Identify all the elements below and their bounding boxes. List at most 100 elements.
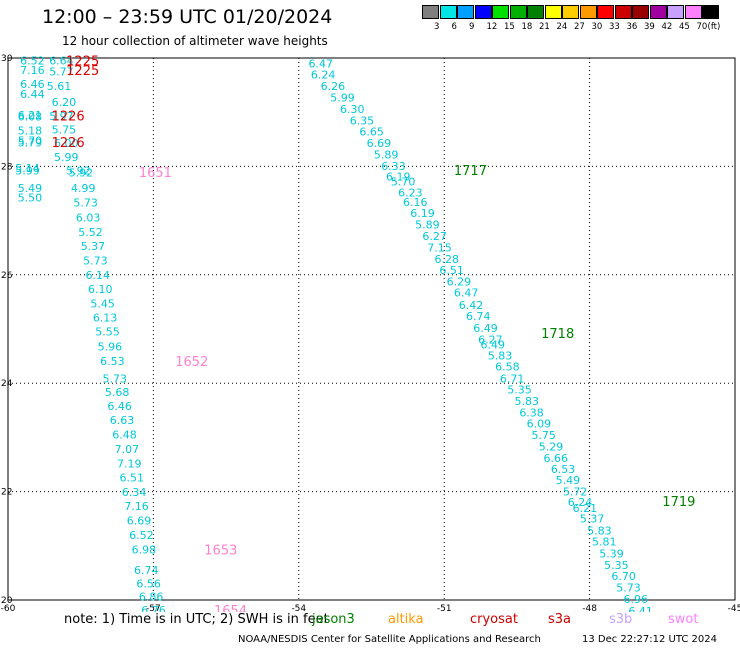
wave-height-value: 6.30 [340, 103, 365, 116]
wave-height-value: 7.15 [427, 242, 452, 255]
wave-height-value: 6.70 [611, 570, 636, 583]
wave-height-value: 6.24 [311, 68, 336, 81]
wave-height-value: 5.99 [54, 151, 79, 164]
page-title: 12:00 – 23:59 UTC 01/20/2024 [42, 6, 333, 28]
pass-time-label: 1718 [541, 327, 574, 342]
color-swatch [632, 5, 649, 19]
color-swatch [614, 5, 632, 19]
wave-height-value: 5.55 [95, 326, 120, 339]
color-scale-label: 6 [451, 22, 457, 32]
color-swatch [492, 5, 509, 19]
wave-height-value: 6.53 [100, 355, 125, 368]
wave-height-value: 5.49 [556, 474, 581, 487]
x-tick-label: -54 [291, 604, 306, 612]
wave-height-value: 5.77 [49, 66, 74, 79]
pass-time-label: 1717 [454, 164, 487, 179]
wave-height-value: 7.16 [20, 64, 45, 77]
color-swatch [509, 5, 527, 19]
wave-height-value: 5.49 [18, 182, 43, 195]
wave-height-value: 5.99 [15, 165, 40, 178]
color-scale-label: 18 [521, 22, 533, 32]
color-scale-label: 30 [591, 22, 603, 32]
color-swatch [544, 5, 562, 19]
color-scale-label: 24 [556, 22, 568, 32]
wave-height-value: 5.73 [73, 197, 98, 210]
wave-height-value: 6.26 [321, 80, 346, 93]
wave-height-value: 6.24 [568, 496, 593, 509]
wave-height-value: 6.16 [403, 196, 428, 209]
wave-height-value: 6.65 [359, 126, 384, 139]
wave-height-value: 6.74 [134, 564, 159, 577]
wave-height-value: 5.73 [616, 582, 641, 595]
wave-height-value: 7.16 [124, 500, 149, 513]
wave-height-value: 6.53 [551, 463, 576, 476]
footer-note: note: 1) Time is in UTC; 2) SWH is in fe… [64, 612, 329, 627]
wave-height-value: 6.71 [500, 372, 524, 385]
y-tick-label: 24 [1, 379, 13, 389]
color-scale-label: 42 [661, 22, 673, 32]
wave-height-value: 7.07 [115, 443, 140, 456]
color-swatch [562, 5, 579, 19]
color-scale-label: 12 [486, 22, 498, 32]
wave-height-value: 5.83 [488, 350, 513, 363]
wave-height-value: 6.35 [350, 114, 375, 127]
wave-height-value: 5.52 [78, 226, 103, 239]
wave-height-value: 5.68 [105, 386, 130, 399]
color-swatch [597, 5, 614, 19]
color-scale-label: 15 [504, 22, 515, 32]
wave-height-value: 6.51 [119, 472, 143, 485]
wave-height-value: 5.97 [49, 110, 74, 123]
color-swatch [527, 5, 544, 19]
color-scale-label: 36 [626, 22, 638, 32]
pass-time-label: 1226 [52, 136, 85, 151]
wave-height-value: 6.03 [76, 211, 101, 224]
pass-time-label: 1652 [175, 355, 208, 370]
generated-timestamp: 13 Dec 22:27:12 UTC 2024 [582, 634, 717, 645]
wave-height-value: 6.63 [110, 414, 135, 427]
wave-height-value: 5.73 [83, 255, 108, 268]
wave-height-value: 5.92 [69, 166, 94, 179]
wave-height-value: 6.86 [139, 591, 164, 604]
pass-time-label: 1651 [139, 166, 172, 181]
wave-height-value: 5.45 [90, 298, 115, 311]
wave-height-value: 6.23 [398, 186, 423, 199]
satellite-name: swot [668, 612, 699, 627]
wave-height-value: 6.74 [466, 310, 491, 323]
plot-frame [7, 57, 736, 601]
satellite-name: jason3 [312, 612, 355, 627]
credit-line: NOAA/NESDIS Center for Satellite Applica… [238, 634, 541, 645]
wave-height-value: 6.69 [367, 137, 392, 150]
wave-height-value: 6.20 [52, 96, 76, 109]
wave-height-value: 6.52 [20, 55, 45, 68]
wave-height-value: 5.18 [18, 125, 43, 138]
pass-time-label: 1225 [66, 64, 99, 79]
y-tick-label: 22 [1, 488, 12, 498]
wave-height-value: 6.66 [544, 452, 569, 465]
wave-height-value: 6.38 [519, 406, 544, 419]
wave-height-value: 6.33 [381, 160, 406, 173]
pass-time-label: 1226 [52, 109, 85, 124]
wave-height-value: 6.69 [127, 514, 152, 527]
wave-height-value: 6.48 [112, 429, 137, 442]
wave-height-value: 5.14 [15, 162, 40, 175]
color-scale-label: 39 [644, 22, 655, 32]
color-swatch [422, 5, 439, 19]
wave-height-value: 5.35 [507, 384, 532, 397]
page-subtitle: 12 hour collection of altimeter wave hei… [62, 34, 328, 48]
wave-height-value: 5.35 [604, 559, 629, 572]
satellite-name: cryosat [470, 612, 518, 627]
wave-height-chart: -60 -57 -54 -51 -48 -45 20 22 24 26 28 30 6.52 6.64 7.… [1, 54, 740, 612]
pass-time-label: 1225 [66, 55, 99, 70]
wave-height-value: 6.21 [18, 109, 43, 122]
wave-height-value: 6.98 [132, 544, 157, 557]
color-scale-label: 33 [609, 22, 620, 32]
color-scale-label: 9 [469, 22, 475, 32]
wave-height-value: 5.81 [592, 535, 617, 548]
wave-height-value: 6.49 [473, 322, 498, 335]
wave-height-value: 6.64 [49, 55, 74, 68]
y-tick-label: 30 [1, 54, 13, 64]
color-swatch [667, 5, 684, 19]
color-swatch [474, 5, 492, 19]
satellite-name: altika [388, 612, 424, 627]
wave-height-value: 5.70 [391, 176, 416, 189]
